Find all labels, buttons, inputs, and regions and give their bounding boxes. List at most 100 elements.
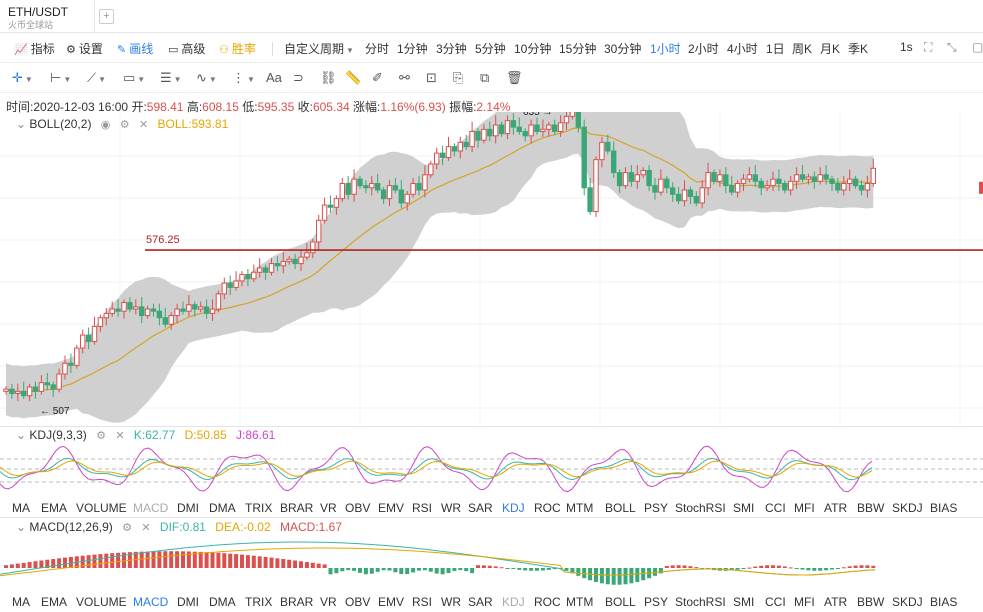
link-icon[interactable]: ⛓ xyxy=(320,70,337,85)
indicator-tab-dma[interactable]: DMA xyxy=(209,501,236,515)
kdj-chart[interactable] xyxy=(0,427,983,499)
indicator-tab-kdj[interactable]: KDJ xyxy=(502,595,525,609)
indicator-tab-emv[interactable]: EMV xyxy=(378,501,405,515)
indicator-tab-vr[interactable]: VR xyxy=(320,501,337,515)
rectangle-icon[interactable]: ▭ ▼ xyxy=(123,70,146,85)
indicator-tab-stochrsi[interactable]: StochRSI xyxy=(675,595,726,609)
settings-button[interactable]: ⚙ 设置 xyxy=(66,42,103,56)
indicator-tab-obv[interactable]: OBV xyxy=(345,595,371,609)
indicator-tab-ema[interactable]: EMA xyxy=(41,595,68,609)
indicator-tab-bias[interactable]: BIAS xyxy=(930,501,958,515)
advanced-button[interactable]: ▭ 高级 xyxy=(168,42,206,56)
indicator-tab-bbw[interactable]: BBW xyxy=(857,595,885,609)
custom-period-dropdown[interactable]: 自定义周期 ▼ xyxy=(284,42,354,56)
indicator-tab-boll[interactable]: BOLL xyxy=(605,595,636,609)
clone-icon[interactable]: ⧉ xyxy=(480,70,490,85)
refresh-interval[interactable]: 1s xyxy=(900,40,913,54)
chevron-down-icon[interactable]: ⌄ xyxy=(16,520,27,534)
chevron-down-icon[interactable]: ⌄ xyxy=(16,428,27,442)
brush-icon[interactable]: ✐ xyxy=(372,70,383,85)
period-8[interactable]: 2小时 xyxy=(688,42,719,56)
indicator-tab-ma[interactable]: MA xyxy=(12,595,30,609)
indicator-button[interactable]: 📈 指标 xyxy=(14,42,55,56)
indicator-tab-volume[interactable]: VOLUME xyxy=(76,595,127,609)
chevron-down-icon[interactable]: ⌄ xyxy=(16,117,27,131)
period-7[interactable]: 1小时 xyxy=(650,42,681,56)
indicator-tab-trix[interactable]: TRIX xyxy=(245,595,273,609)
wave-icon[interactable]: ∿ ▼ xyxy=(196,70,217,85)
indicator-tab-dmi[interactable]: DMI xyxy=(177,501,199,515)
period-11[interactable]: 周K xyxy=(792,42,813,56)
indicator-tab-ema[interactable]: EMA xyxy=(41,501,68,515)
indicator-tab-skdj[interactable]: SKDJ xyxy=(892,501,923,515)
indicator-tab-trix[interactable]: TRIX xyxy=(245,501,273,515)
indicator-tab-rsi[interactable]: RSI xyxy=(412,501,433,515)
text-tool-icon[interactable]: Aa xyxy=(266,70,282,85)
gear-icon[interactable]: ⚙ xyxy=(122,522,132,534)
period-0[interactable]: 分时 xyxy=(365,42,390,56)
period-12[interactable]: 月K xyxy=(820,42,841,56)
period-1[interactable]: 1分钟 xyxy=(397,42,428,56)
period-3[interactable]: 5分钟 xyxy=(475,42,506,56)
indicator-tab-sar[interactable]: SAR xyxy=(468,501,493,515)
close-icon[interactable]: ✕ xyxy=(141,522,151,534)
indicator-tab-dma[interactable]: DMA xyxy=(209,595,236,609)
parallel-lines-icon[interactable]: ☰ ▼ xyxy=(160,70,182,85)
period-2[interactable]: 3分钟 xyxy=(436,42,467,56)
period-4[interactable]: 10分钟 xyxy=(514,42,552,56)
indicator-tab-kdj[interactable]: KDJ xyxy=(502,501,525,515)
gear-icon[interactable]: ⚙ xyxy=(96,430,106,442)
indicator-tab-atr[interactable]: ATR xyxy=(824,595,848,609)
indicator-tab-roc[interactable]: ROC xyxy=(534,501,561,515)
indicator-tab-smi[interactable]: SMI xyxy=(733,501,755,515)
indicator-tab-bias[interactable]: BIAS xyxy=(930,595,958,609)
trash-icon[interactable]: 🗑 xyxy=(506,70,523,85)
fullscreen-icon[interactable]: ⛶ xyxy=(924,40,933,54)
indicator-tab-dmi[interactable]: DMI xyxy=(177,595,199,609)
indicator-tab-brar[interactable]: BRAR xyxy=(280,501,314,515)
gear-icon[interactable]: ⚙ xyxy=(119,119,130,131)
indicator-tab-atr[interactable]: ATR xyxy=(824,501,848,515)
indicator-tab-mfi[interactable]: MFI xyxy=(794,501,815,515)
indicator-tab-skdj[interactable]: SKDJ xyxy=(892,595,923,609)
indicator-tab-mtm[interactable]: MTM xyxy=(566,595,594,609)
indicator-tab-cci[interactable]: CCI xyxy=(765,595,786,609)
indicator-tab-ma[interactable]: MA xyxy=(12,501,30,515)
period-10[interactable]: 1日 xyxy=(766,42,785,56)
window-icon[interactable]: ▢ xyxy=(972,40,983,54)
magnet-icon[interactable]: ⊃ xyxy=(293,70,304,85)
indicator-tab-bbw[interactable]: BBW xyxy=(857,501,885,515)
indicator-tab-psy[interactable]: PSY xyxy=(644,501,669,515)
period-5[interactable]: 15分钟 xyxy=(559,42,597,56)
period-13[interactable]: 季K xyxy=(848,42,869,56)
fibonacci-icon[interactable]: ⋮ ▼ xyxy=(232,70,255,85)
indicator-tab-macd[interactable]: MACD xyxy=(133,501,169,515)
lock-icon[interactable]: ⊡ xyxy=(426,70,437,85)
indicator-tab-obv[interactable]: OBV xyxy=(345,501,371,515)
indicator-tab-rsi[interactable]: RSI xyxy=(412,595,433,609)
indicator-tab-wr[interactable]: WR xyxy=(441,595,461,609)
indicator-tab-boll[interactable]: BOLL xyxy=(605,501,636,515)
draw-button[interactable]: ✎ 画线 xyxy=(117,42,154,56)
close-icon[interactable]: ✕ xyxy=(115,430,125,442)
indicator-tab-emv[interactable]: EMV xyxy=(378,595,405,609)
indicator-tab-smi[interactable]: SMI xyxy=(733,595,755,609)
add-tab-button[interactable]: + xyxy=(99,9,114,24)
indicator-tab-brar[interactable]: BRAR xyxy=(280,595,314,609)
indicator-tab-vr[interactable]: VR xyxy=(320,595,337,609)
horizontal-line-icon[interactable]: ⊢ ▼ xyxy=(50,70,72,85)
indicator-tab-mfi[interactable]: MFI xyxy=(794,595,815,609)
indicator-tab-wr[interactable]: WR xyxy=(441,501,461,515)
pattern-icon[interactable]: ⚯ xyxy=(399,70,410,85)
macd-chart[interactable] xyxy=(0,518,983,590)
indicator-tab-stochrsi[interactable]: StochRSI xyxy=(675,501,726,515)
indicator-tab-volume[interactable]: VOLUME xyxy=(76,501,127,515)
indicator-tab-macd[interactable]: MACD xyxy=(133,595,169,609)
close-icon[interactable]: ✕ xyxy=(138,119,149,131)
win-rate-button[interactable]: ⚇ 胜率 xyxy=(219,42,256,56)
ruler-icon[interactable]: 📏 xyxy=(345,70,362,85)
indicator-tab-sar[interactable]: SAR xyxy=(468,595,493,609)
trend-line-icon[interactable]: ⟋ ▼ xyxy=(87,70,107,85)
copy-icon[interactable]: ⎘ xyxy=(453,70,464,85)
indicator-tab-roc[interactable]: ROC xyxy=(534,595,561,609)
